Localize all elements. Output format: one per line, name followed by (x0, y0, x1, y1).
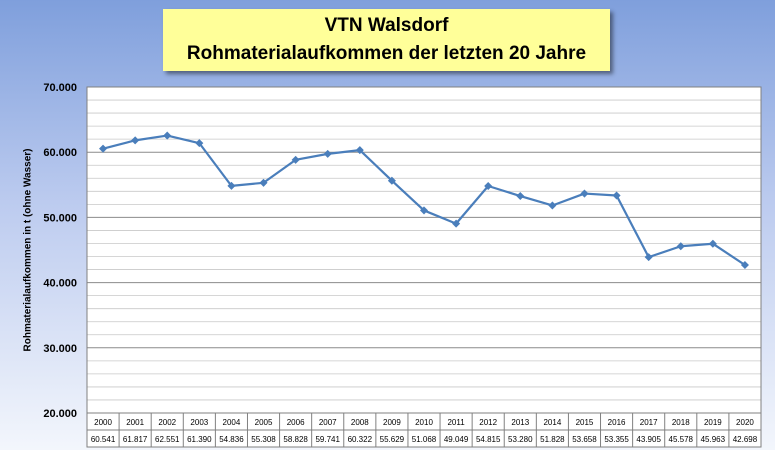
data-value-label: 45.963 (701, 435, 726, 444)
data-value-label: 49.049 (444, 435, 469, 444)
x-category-label: 2011 (447, 418, 465, 427)
data-point (227, 181, 236, 190)
data-point (99, 144, 108, 153)
x-category-label: 2010 (415, 418, 433, 427)
data-value-label: 61.390 (187, 435, 212, 444)
data-point (548, 201, 557, 210)
x-category-label: 2003 (190, 418, 208, 427)
x-category-label: 2015 (576, 418, 594, 427)
data-point (195, 139, 204, 148)
x-category-label: 2008 (351, 418, 369, 427)
x-category-label: 2004 (223, 418, 241, 427)
data-value-label: 42.698 (733, 435, 758, 444)
data-value-label: 51.828 (540, 435, 565, 444)
data-point (259, 178, 268, 187)
x-category-label: 2007 (319, 418, 337, 427)
x-category-label: 2017 (640, 418, 658, 427)
x-category-label: 2012 (479, 418, 497, 427)
x-category-label: 2009 (383, 418, 401, 427)
y-tick-label: 20.000 (43, 408, 77, 420)
plot-area (87, 87, 761, 413)
chart-subtitle: Rohmaterialaufkommen der letzten 20 Jahr… (186, 43, 587, 64)
data-point (163, 131, 172, 140)
data-point (676, 242, 685, 251)
data-point (419, 206, 429, 215)
x-category-label: 2019 (704, 418, 722, 427)
data-point (740, 260, 749, 270)
data-value-label: 51.068 (412, 435, 437, 444)
data-point (708, 239, 717, 248)
data-point (323, 149, 332, 158)
chart-title: VTN Walsdorf (324, 15, 449, 36)
data-value-label: 60.322 (348, 435, 373, 444)
x-category-label: 2000 (94, 418, 112, 427)
data-point (484, 181, 493, 191)
x-category-label: 2020 (736, 418, 754, 427)
data-value-label: 61.817 (123, 435, 148, 444)
data-point (131, 136, 140, 145)
data-value-label: 53.280 (508, 435, 533, 444)
y-tick-label: 30.000 (43, 343, 77, 355)
x-category-label: 2002 (158, 418, 176, 427)
y-tick-label: 50.000 (43, 212, 77, 224)
data-value-label: 45.578 (669, 435, 694, 444)
x-category-label: 2006 (287, 418, 305, 427)
data-value-label: 53.658 (572, 435, 597, 444)
x-category-label: 2013 (511, 418, 529, 427)
y-tick-label: 40.000 (43, 278, 77, 290)
data-value-label: 54.836 (219, 435, 244, 444)
data-point (644, 253, 653, 262)
data-value-label: 62.551 (155, 435, 180, 444)
data-point (355, 146, 364, 155)
data-value-label: 60.541 (91, 435, 116, 444)
data-point (580, 189, 589, 198)
data-point (291, 155, 300, 164)
data-value-label: 43.905 (636, 435, 661, 444)
y-tick-label: 70.000 (43, 82, 77, 94)
data-value-label: 54.815 (476, 435, 501, 444)
data-value-label: 55.308 (251, 435, 276, 444)
y-tick-label: 60.000 (43, 147, 77, 159)
data-point (452, 219, 461, 228)
x-category-label: 2018 (672, 418, 690, 427)
data-value-label: 58.828 (283, 435, 308, 444)
data-point (612, 191, 621, 200)
x-category-label: 2001 (126, 418, 144, 427)
data-point (516, 191, 525, 201)
data-value-label: 53.355 (604, 435, 629, 444)
x-category-label: 2005 (255, 418, 273, 427)
x-category-label: 2014 (543, 418, 561, 427)
chart-title-box: VTN Walsdorf Rohmaterialaufkommen der le… (163, 9, 610, 71)
x-category-label: 2016 (608, 418, 626, 427)
data-value-label: 59.741 (315, 435, 340, 444)
data-value-label: 55.629 (380, 435, 405, 444)
data-point (387, 176, 396, 185)
